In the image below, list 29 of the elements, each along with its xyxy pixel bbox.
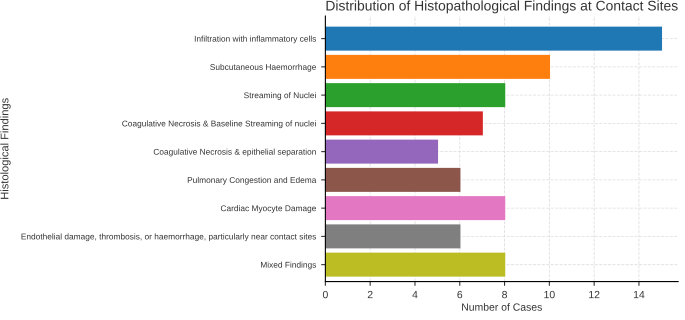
x-tick-label: 8 (502, 290, 508, 298)
y-tick-label: Streaming of Nuclei (244, 92, 316, 100)
x-axis-title: Number of Cases (462, 303, 542, 311)
x-tick-label: 14 (634, 291, 644, 298)
y-tick-label: Pulmonary Congestion and Edema (188, 176, 316, 185)
bar (325, 26, 662, 51)
y-tick-label: Mixed Findings (260, 262, 316, 270)
bar (325, 224, 460, 248)
x-tick-label: 2 (368, 290, 373, 298)
x-tick-label: 10 (544, 290, 555, 298)
x-tick-label: 6 (457, 290, 462, 298)
x-tick-label: 4 (412, 291, 418, 298)
y-tick-label: Cardiac Myocyte Damage (220, 205, 316, 213)
chart-title: Distribution of Histopathological Findings at Contact Sites (326, 0, 678, 14)
y-tick-label: Coagulative Necrosis & epithelial separation (154, 148, 316, 156)
bar (325, 168, 460, 192)
x-tick-label: 12 (589, 290, 600, 298)
y-tick-label: Endothelial damage, thrombosis, or haemorrhage, particularly near contact sites (22, 233, 316, 242)
bar (325, 111, 483, 136)
x-tick-label: 0 (322, 290, 328, 298)
y-tick-label: Subcutaneous Haemorrhage (210, 64, 316, 72)
bar (325, 196, 506, 220)
y-tick-label: Coagulative Necrosis & Baseline Streaming of nuclei (122, 120, 316, 128)
bar (325, 252, 506, 277)
y-axis-title: Histological Findings (0, 98, 11, 199)
bar (325, 83, 506, 108)
bar (325, 140, 438, 164)
bar (325, 54, 550, 79)
y-tick-label: Infiltration with inflammatory cells (194, 36, 316, 44)
